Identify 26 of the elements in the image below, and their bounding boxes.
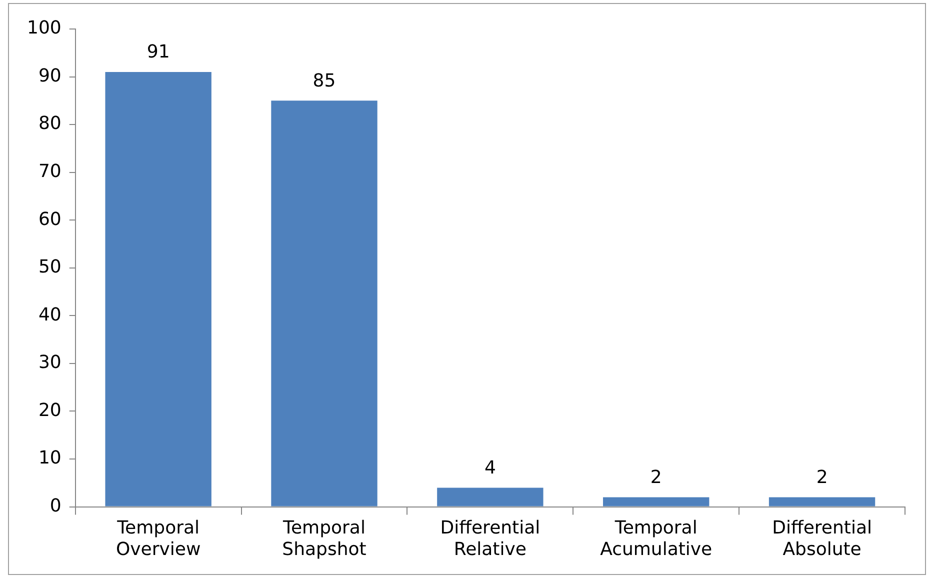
y-tick-label: 40 [38, 304, 62, 326]
data-label: 91 [146, 42, 170, 63]
data-label: 4 [484, 457, 496, 478]
x-tick-label: Temporal Shapshot [282, 517, 366, 560]
y-tick-label: 100 [26, 18, 62, 39]
data-label: 85 [312, 70, 336, 92]
x-tick-label: Differential Absolute [772, 517, 872, 560]
y-tick-label: 50 [38, 256, 62, 278]
y-tick-label: 10 [38, 448, 62, 469]
bar [105, 72, 212, 506]
data-label: 2 [816, 466, 828, 488]
data-label: 2 [650, 466, 662, 488]
bar [437, 488, 544, 506]
y-tick-label: 30 [38, 352, 62, 374]
x-tick-label: Differential Relative [440, 517, 540, 560]
y-tick-label: 80 [38, 113, 62, 134]
x-tick-label: Temporal Acumulative [600, 517, 712, 560]
bar [768, 497, 876, 506]
bar [271, 100, 378, 506]
y-tick-label: 20 [38, 400, 62, 421]
y-tick-label: 60 [38, 208, 62, 230]
bar [603, 497, 710, 506]
x-tick-label: Temporal Overview [116, 517, 201, 560]
y-tick-label: 0 [50, 495, 62, 516]
y-tick-label: 70 [38, 161, 62, 182]
y-tick-label: 90 [38, 65, 62, 86]
